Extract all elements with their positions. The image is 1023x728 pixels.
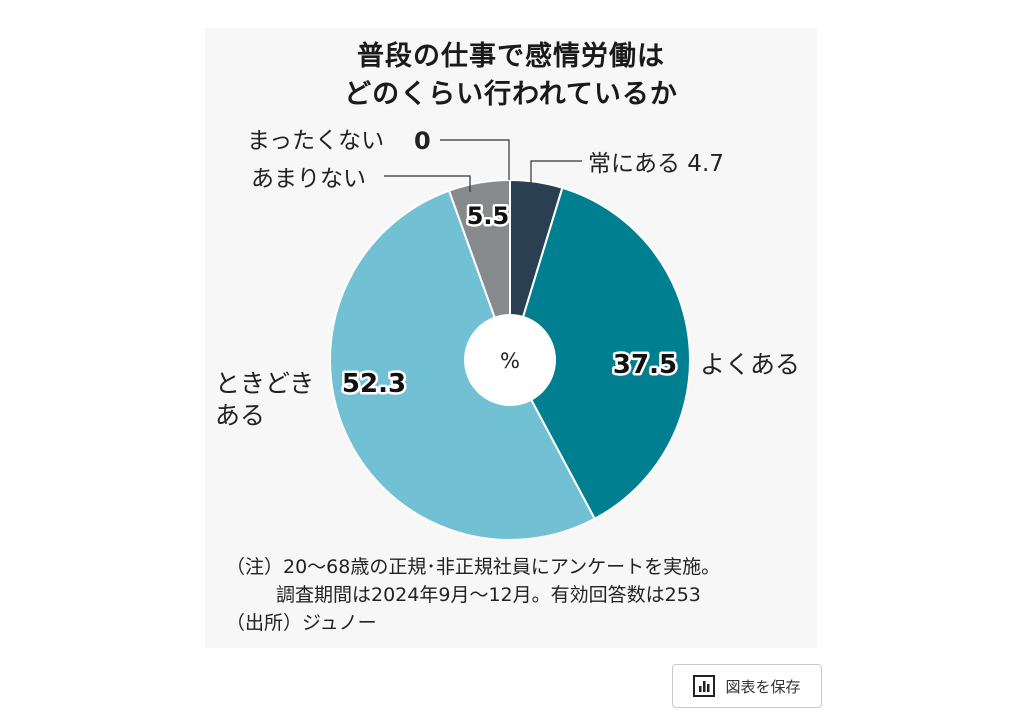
value-rarely: 5.5 (467, 202, 510, 230)
label-always: 常にある 4.7 (588, 151, 724, 177)
leader-line-rarely (384, 175, 471, 192)
save-button-label: 図表を保存 (725, 677, 801, 696)
unit-label: % (500, 349, 520, 373)
label-often: よくある (700, 350, 800, 379)
value-sometimes: 52.3 (342, 369, 406, 399)
chart-title: 普段の仕事で感情労働は どのくらい行われているか (205, 38, 817, 114)
leader-line-always (530, 160, 582, 183)
footnote: （注）20～68歳の正規･非正規社員にアンケートを実施。 調査期間は2024年9… (226, 553, 720, 637)
title-line-2: どのくらい行われているか (344, 79, 678, 110)
donut-hole (464, 314, 556, 406)
title-line-1: 普段の仕事で感情労働は (357, 41, 665, 72)
value-never: 0 (414, 127, 431, 155)
label-sometimes-line2: ある (215, 401, 265, 430)
label-sometimes-line1: ときどき (215, 369, 314, 398)
pie-slice (329, 189, 597, 541)
label-never: まったくない (247, 128, 384, 154)
value-often: 37.5 (613, 350, 677, 380)
save-chart-button[interactable]: 図表を保存 (672, 664, 822, 708)
leader-line-never (440, 139, 510, 180)
chart-icon (693, 675, 716, 697)
label-rarely: あまりない (251, 166, 366, 192)
note-line-1: （注）20～68歳の正規･非正規社員にアンケートを実施。 (226, 556, 721, 578)
pie-slice (447, 178, 511, 361)
pie-slice (508, 186, 691, 521)
note-line-2: 調査期間は2024年9月～12月。有効回答数は253 (276, 584, 701, 606)
source-line: （出所）ジュノー (226, 612, 377, 634)
